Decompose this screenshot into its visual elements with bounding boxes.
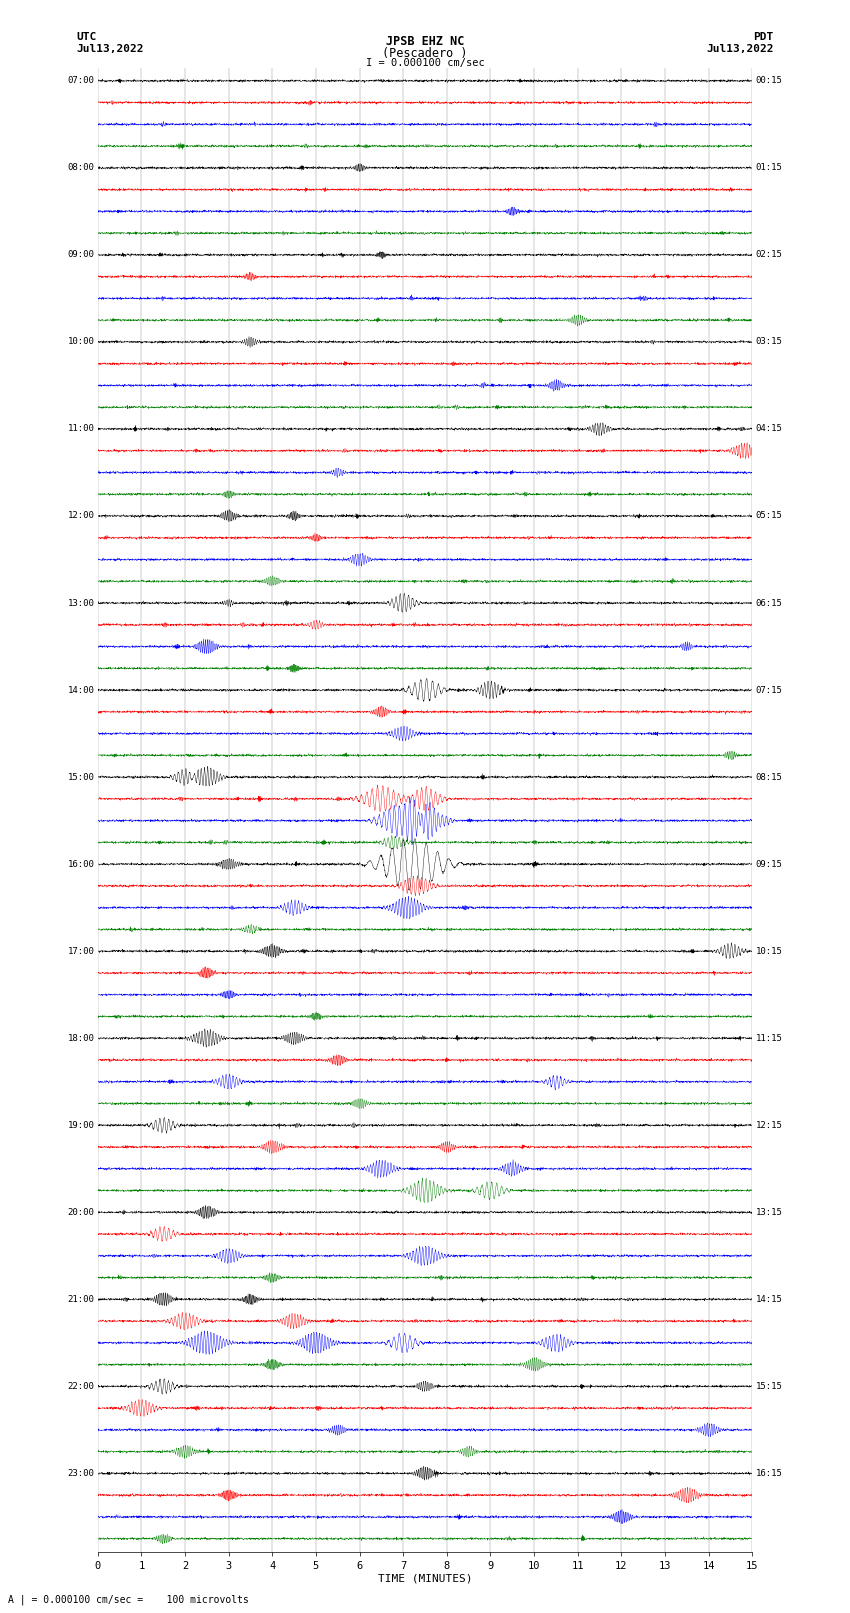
Text: I = 0.000100 cm/sec: I = 0.000100 cm/sec bbox=[366, 58, 484, 68]
Text: 14:15: 14:15 bbox=[756, 1295, 782, 1303]
Text: 08:00: 08:00 bbox=[68, 163, 94, 173]
Text: 22:00: 22:00 bbox=[68, 1382, 94, 1390]
Text: 21:00: 21:00 bbox=[68, 1295, 94, 1303]
Text: 09:15: 09:15 bbox=[756, 860, 782, 869]
Text: 12:15: 12:15 bbox=[756, 1121, 782, 1129]
Text: 23:00: 23:00 bbox=[68, 1469, 94, 1478]
Text: 07:15: 07:15 bbox=[756, 686, 782, 695]
Text: 10:00: 10:00 bbox=[68, 337, 94, 347]
Text: JPSB EHZ NC: JPSB EHZ NC bbox=[386, 35, 464, 48]
Text: 09:00: 09:00 bbox=[68, 250, 94, 260]
Text: 14:00: 14:00 bbox=[68, 686, 94, 695]
Text: UTC: UTC bbox=[76, 32, 97, 42]
Text: (Pescadero ): (Pescadero ) bbox=[382, 47, 468, 60]
Text: 17:00: 17:00 bbox=[68, 947, 94, 955]
Text: 13:00: 13:00 bbox=[68, 598, 94, 608]
Text: PDT: PDT bbox=[753, 32, 774, 42]
Text: 06:15: 06:15 bbox=[756, 598, 782, 608]
Text: 19:00: 19:00 bbox=[68, 1121, 94, 1129]
Text: 20:00: 20:00 bbox=[68, 1208, 94, 1216]
Text: 07:00: 07:00 bbox=[68, 76, 94, 85]
Text: 15:15: 15:15 bbox=[756, 1382, 782, 1390]
Text: 13:15: 13:15 bbox=[756, 1208, 782, 1216]
Text: 04:15: 04:15 bbox=[756, 424, 782, 434]
Text: 11:00: 11:00 bbox=[68, 424, 94, 434]
Text: 03:15: 03:15 bbox=[756, 337, 782, 347]
Text: 18:00: 18:00 bbox=[68, 1034, 94, 1042]
Text: Jul13,2022: Jul13,2022 bbox=[706, 44, 774, 53]
Text: 02:15: 02:15 bbox=[756, 250, 782, 260]
Text: 15:00: 15:00 bbox=[68, 773, 94, 782]
Text: 12:00: 12:00 bbox=[68, 511, 94, 521]
Text: 08:15: 08:15 bbox=[756, 773, 782, 782]
Text: 10:15: 10:15 bbox=[756, 947, 782, 955]
Text: 16:15: 16:15 bbox=[756, 1469, 782, 1478]
Text: 11:15: 11:15 bbox=[756, 1034, 782, 1042]
Text: 00:15: 00:15 bbox=[756, 76, 782, 85]
Text: A | = 0.000100 cm/sec =    100 microvolts: A | = 0.000100 cm/sec = 100 microvolts bbox=[8, 1594, 249, 1605]
Text: 01:15: 01:15 bbox=[756, 163, 782, 173]
Text: 16:00: 16:00 bbox=[68, 860, 94, 869]
Text: 05:15: 05:15 bbox=[756, 511, 782, 521]
X-axis label: TIME (MINUTES): TIME (MINUTES) bbox=[377, 1574, 473, 1584]
Text: Jul13,2022: Jul13,2022 bbox=[76, 44, 144, 53]
